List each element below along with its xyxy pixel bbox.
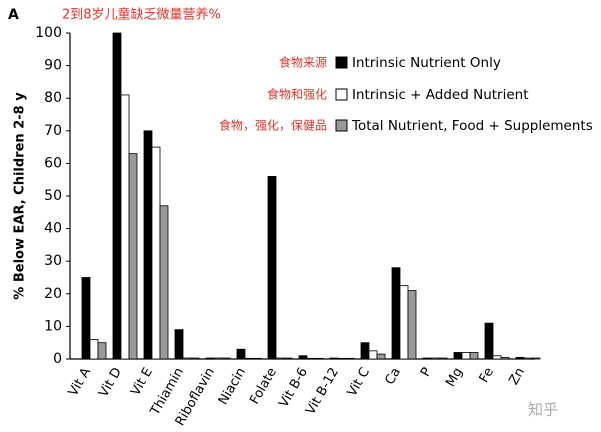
x-tick-label: P (418, 365, 435, 379)
bar (205, 357, 215, 360)
legend-swatch (335, 56, 348, 69)
bar (213, 357, 223, 360)
bar (159, 205, 169, 360)
bar (399, 285, 409, 360)
bar (112, 32, 122, 360)
x-tick-label: Ca (382, 365, 404, 387)
bar (190, 357, 200, 360)
bar (337, 357, 347, 360)
bar (174, 329, 184, 360)
bar (376, 353, 386, 360)
legend-label: Intrinsic Nutrient Only (352, 55, 501, 71)
bar (97, 342, 107, 360)
bar (461, 352, 471, 360)
y-tick-label: 10 (44, 318, 62, 334)
y-tick-label: 90 (44, 58, 62, 74)
bar (244, 357, 254, 360)
bar (438, 357, 448, 360)
legend-swatch (335, 119, 348, 132)
y-axis-label: % Below EAR, Children 2-8 y (13, 92, 28, 300)
bar (143, 130, 153, 360)
bar (128, 153, 138, 360)
annotation: 食物和强化 (267, 87, 327, 102)
bar (484, 322, 494, 360)
bar (391, 267, 401, 360)
watermark: 知乎 (528, 401, 558, 419)
legend-label: Total Nutrient, Food + Supplements (351, 118, 593, 134)
bar (89, 339, 99, 360)
y-tick-label: 0 (53, 351, 62, 367)
bar (492, 355, 502, 360)
bar (531, 357, 541, 360)
y-tick-label: 20 (44, 286, 62, 302)
bar (329, 357, 339, 360)
bar (345, 357, 355, 360)
x-tick-label: Vit D (96, 365, 125, 400)
bar (523, 357, 533, 360)
y-tick-label: 40 (44, 221, 62, 237)
x-tick-label: Vit E (128, 365, 156, 398)
bar (275, 357, 285, 360)
bar (500, 356, 510, 360)
bar (422, 357, 432, 360)
bar (182, 357, 192, 360)
bar (360, 342, 370, 360)
x-tick-label: Vit C (345, 365, 373, 399)
y-tick-label: 70 (44, 123, 62, 139)
x-tick-label: Zn (506, 365, 528, 387)
y-tick-label: 50 (44, 188, 62, 204)
legend-label: Intrinsic + Added Nutrient (352, 87, 529, 103)
annotation: 食物，强化，保健品 (219, 118, 327, 133)
bar (252, 357, 262, 360)
bar (430, 357, 440, 360)
bar (314, 357, 324, 360)
bar (407, 290, 417, 360)
bar (515, 356, 525, 360)
x-tick-label: Mg (443, 365, 466, 389)
y-tick-label: 80 (44, 90, 62, 106)
bar (469, 352, 479, 360)
bar (306, 357, 316, 360)
legend-swatch (335, 88, 348, 101)
panel-label: A (8, 7, 19, 23)
chart-title: 2到8岁儿童缺乏微量营养% (62, 7, 221, 23)
bar (221, 357, 231, 360)
y-tick-label: 60 (44, 155, 62, 171)
x-tick-label: Fe (477, 365, 497, 385)
y-tick-label: 30 (44, 253, 62, 269)
bar (267, 176, 277, 360)
y-tick-label: 100 (35, 25, 62, 41)
bar (81, 277, 91, 360)
x-tick-label: Folate (247, 365, 280, 407)
bar (151, 146, 161, 360)
x-tick-label: Niacin (216, 365, 249, 407)
annotation: 食物来源 (279, 55, 327, 70)
bar (298, 355, 308, 360)
bar (236, 348, 246, 360)
bar (453, 352, 463, 360)
x-tick-label: Vit A (66, 365, 94, 399)
bar (120, 94, 130, 360)
bar (283, 357, 293, 360)
bar (368, 350, 378, 360)
